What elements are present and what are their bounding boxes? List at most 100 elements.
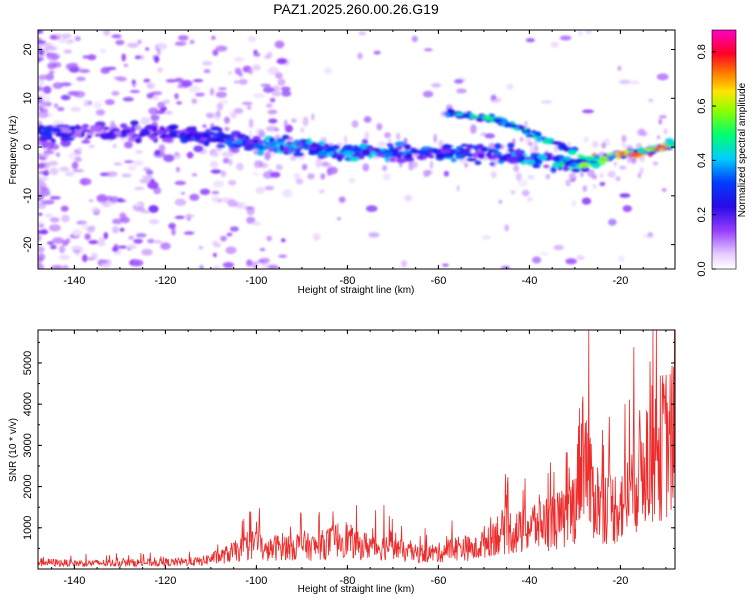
noise-blob	[38, 246, 45, 253]
noise-blob	[358, 31, 367, 36]
ridge-blob	[144, 125, 155, 131]
colorbar-segment	[712, 231, 736, 234]
ridge-blob	[361, 149, 371, 156]
colorbar-label: Normalized spectral amplitude	[737, 82, 748, 217]
colorbar-segment	[712, 253, 736, 256]
ridge-blob	[294, 149, 301, 154]
colorbar-segment	[712, 243, 736, 246]
noise-blob	[658, 115, 667, 119]
x-tick-label: -20	[612, 275, 628, 287]
ridge-blob	[203, 141, 210, 147]
noise-blob	[580, 171, 584, 178]
noise-blob	[121, 53, 126, 62]
noise-blob	[55, 196, 61, 200]
noise-blob	[153, 240, 163, 244]
snr-x-ticks: -140 -120 -100 -80 -60 -40 -20	[51, 330, 667, 587]
noise-blob	[433, 133, 437, 143]
noise-blob	[134, 207, 146, 212]
noise-blob	[211, 151, 220, 158]
noise-blob	[295, 178, 304, 185]
x-tick-label: -100	[245, 275, 267, 287]
noise-blob	[210, 169, 222, 174]
noise-blob	[78, 69, 91, 73]
noise-blob	[387, 136, 392, 145]
noise-blob	[326, 167, 333, 176]
colorbar-segment	[712, 117, 736, 121]
noise-blob	[582, 109, 594, 114]
noise-blob	[539, 251, 549, 256]
ridge-blob	[441, 144, 452, 150]
colorbar-segment	[712, 237, 736, 240]
noise-blob	[140, 210, 151, 214]
ridge-blob	[428, 154, 435, 159]
noise-blob	[49, 217, 60, 223]
noise-blob	[395, 132, 401, 141]
noise-blob	[84, 233, 91, 240]
y-tick-label: 0	[22, 144, 34, 150]
colorbar-segment	[712, 61, 736, 65]
noise-blob	[134, 202, 143, 207]
noise-blob	[63, 49, 73, 54]
ridge-blob	[466, 144, 474, 150]
noise-blob	[154, 55, 160, 63]
colorbar-segment	[712, 213, 736, 216]
noise-blob	[263, 86, 275, 93]
noise-blob	[141, 248, 153, 256]
noise-blob	[124, 160, 134, 164]
noise-blob	[88, 144, 95, 149]
ridge-blob	[524, 159, 536, 166]
noise-blob	[149, 219, 160, 225]
noise-blob	[259, 247, 266, 252]
noise-blob	[307, 173, 315, 180]
noise-blob	[110, 196, 120, 203]
noise-blob	[312, 233, 321, 241]
noise-blob	[526, 196, 533, 202]
noise-blob	[146, 92, 155, 99]
ridge-blob	[216, 136, 225, 143]
colorbar-segment	[712, 133, 736, 137]
colorbar-segment	[712, 229, 736, 232]
colorbar-segment	[712, 173, 736, 176]
colorbar-segment	[712, 235, 736, 238]
ridge-blob	[668, 141, 675, 148]
colorbar-segment	[712, 223, 736, 226]
noise-blob	[265, 125, 278, 132]
colorbar-segment	[712, 171, 736, 174]
noise-blob	[88, 199, 94, 203]
noise-blob	[126, 42, 139, 48]
colorbar-segment	[712, 97, 736, 101]
noise-blob	[248, 118, 254, 128]
noise-blob	[284, 119, 288, 129]
noise-blob	[49, 167, 59, 176]
noise-blob	[260, 83, 271, 87]
ridge-blob	[586, 156, 595, 162]
ridge-blob	[82, 124, 89, 129]
noise-blob	[61, 240, 69, 246]
noise-blob	[267, 109, 278, 115]
noise-blob	[519, 136, 524, 143]
noise-blob	[119, 227, 125, 232]
ridge-blob	[460, 143, 469, 147]
noise-blob	[39, 153, 48, 158]
noise-blob	[264, 185, 275, 191]
noise-blob	[363, 116, 372, 123]
noise-blob	[592, 183, 597, 190]
colorbar-segment	[712, 241, 736, 244]
ridge-blob	[100, 133, 112, 140]
colorbar-tick-label: 0.2	[696, 207, 708, 222]
ridge-blob	[485, 152, 492, 158]
noise-blob	[618, 255, 625, 263]
noise-blob	[148, 107, 159, 115]
noise-blob	[87, 257, 95, 261]
ridge-blob	[96, 125, 102, 130]
noise-blob	[638, 128, 646, 136]
colorbar-segment	[712, 239, 736, 242]
noise-blob	[565, 179, 571, 187]
noise-blob	[585, 30, 592, 35]
colorbar-segment	[712, 155, 736, 159]
noise-blob	[302, 116, 309, 127]
ridge-blob	[418, 155, 424, 159]
colorbar-frame	[711, 29, 737, 270]
noise-blob	[254, 164, 259, 169]
ridge-blob	[55, 133, 61, 137]
